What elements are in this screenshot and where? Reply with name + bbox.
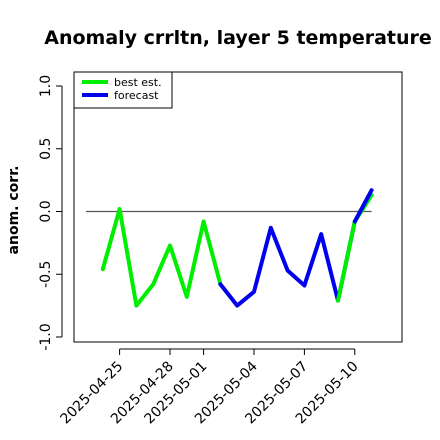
legend-box (73, 71, 173, 109)
legend: best est.forecast (73, 71, 173, 109)
plot-frame (73, 71, 403, 343)
y-tick-label: -1.0 (38, 323, 54, 350)
x-axis: 2025-04-252025-04-282025-05-012025-05-04… (58, 348, 362, 427)
y-tick-label: 0.0 (38, 200, 54, 222)
y-tick-label: -0.5 (38, 261, 54, 288)
series-line-best-est--0 (100, 207, 223, 308)
chart-title: Anomaly crrltn, layer 5 temperature (44, 27, 432, 49)
y-axis-label: anom. corr. (6, 166, 22, 255)
series-line-forecast-3 (352, 188, 374, 224)
series-line-forecast-1 (218, 219, 357, 308)
series-group (100, 188, 374, 308)
y-tick-label: 1.0 (38, 75, 54, 97)
y-tick-label: 0.5 (38, 138, 54, 160)
y-axis: -1.0 -0.5 0.0 0.5 1.0 (38, 75, 63, 351)
legend-label: forecast (114, 89, 159, 102)
legend-label: best est. (114, 76, 162, 89)
